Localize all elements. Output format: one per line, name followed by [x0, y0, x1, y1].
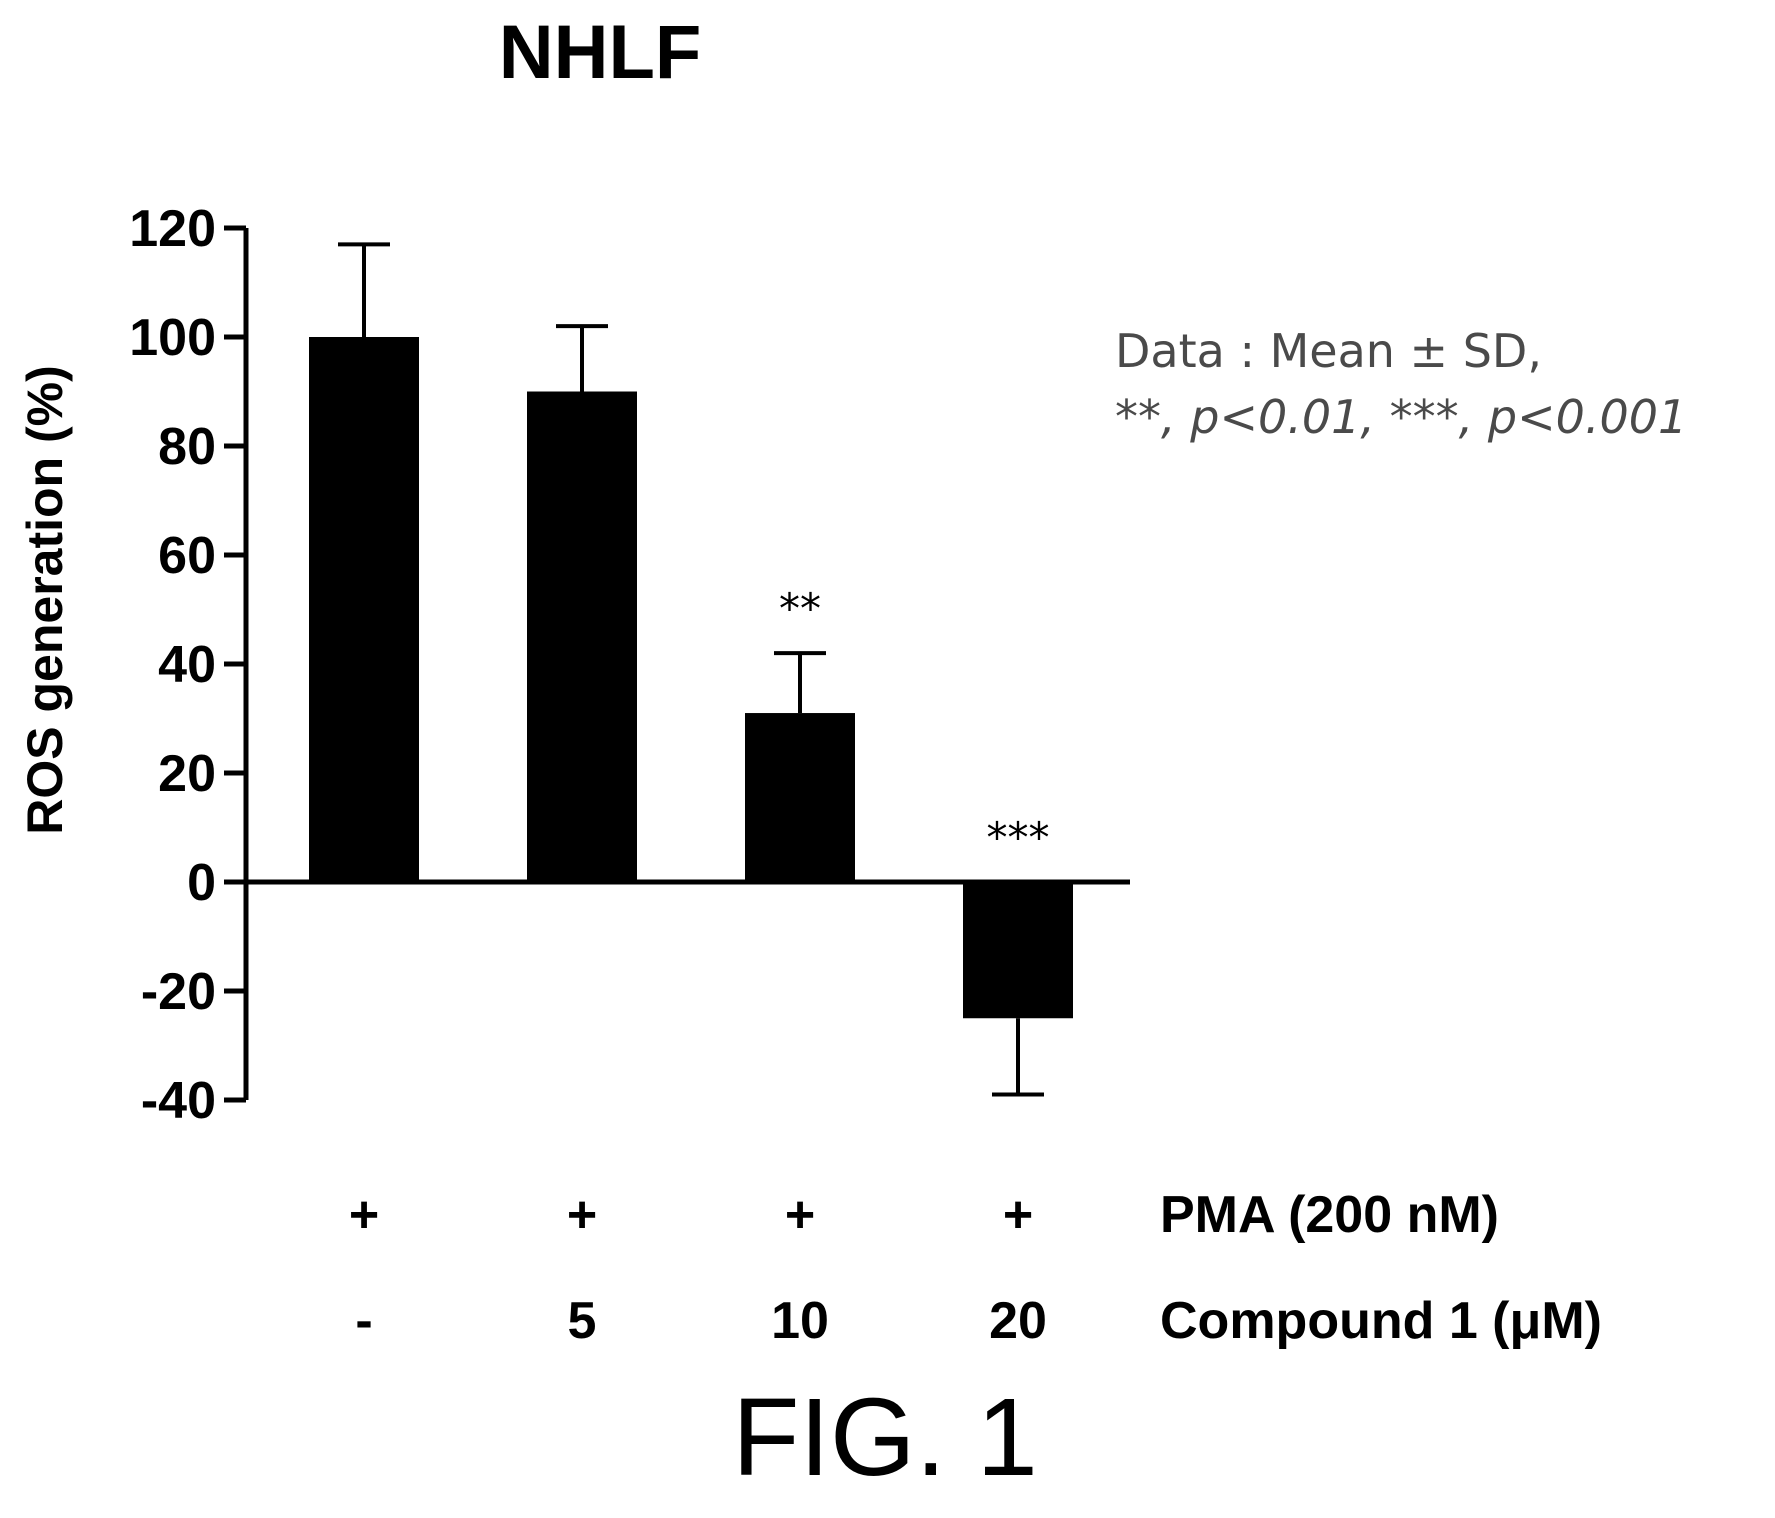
y-tick-label: -20 [141, 963, 216, 1021]
bar [309, 337, 419, 882]
condition-table: + + + + PMA (200 nM) - 5 10 20 Compound 1 (μM) [349, 1186, 1602, 1350]
y-tick-label: 40 [158, 636, 216, 694]
y-tick-label: 0 [187, 854, 216, 912]
condition-label: PMA (200 nM) [1160, 1186, 1499, 1244]
bar [745, 713, 855, 882]
chart-title: NHLF [499, 10, 702, 95]
condition-value: + [349, 1186, 379, 1244]
bar [527, 391, 637, 882]
figure-label: FIG. 1 [732, 1376, 1038, 1499]
y-tick-label: 20 [158, 745, 216, 803]
condition-label: Compound 1 (μM) [1160, 1292, 1602, 1350]
condition-value: 10 [771, 1292, 829, 1350]
condition-value: 5 [568, 1292, 597, 1350]
stats-note-line2: **, p<0.01, ***, p<0.001 [1115, 390, 1687, 444]
bars: ***** [309, 242, 1073, 1097]
condition-value: + [567, 1186, 597, 1244]
stats-note-line1: Data : Mean ± SD, [1115, 324, 1542, 378]
condition-value: + [785, 1186, 815, 1244]
condition-value: 20 [989, 1292, 1047, 1350]
y-tick-label: 80 [158, 418, 216, 476]
y-axis-label: ROS generation (%) [17, 365, 73, 834]
y-axis: 120 100 80 60 40 20 0 -20 -40 [129, 200, 249, 1130]
bar [963, 882, 1073, 1019]
condition-value: + [1003, 1186, 1033, 1244]
y-tick-label: 120 [129, 200, 216, 258]
y-tick-label: -40 [141, 1072, 216, 1130]
y-tick-label: 100 [129, 309, 216, 367]
y-tick-label: 60 [158, 527, 216, 585]
significance-label: ** [779, 584, 821, 633]
significance-label: *** [987, 813, 1050, 862]
condition-value: - [355, 1292, 372, 1350]
